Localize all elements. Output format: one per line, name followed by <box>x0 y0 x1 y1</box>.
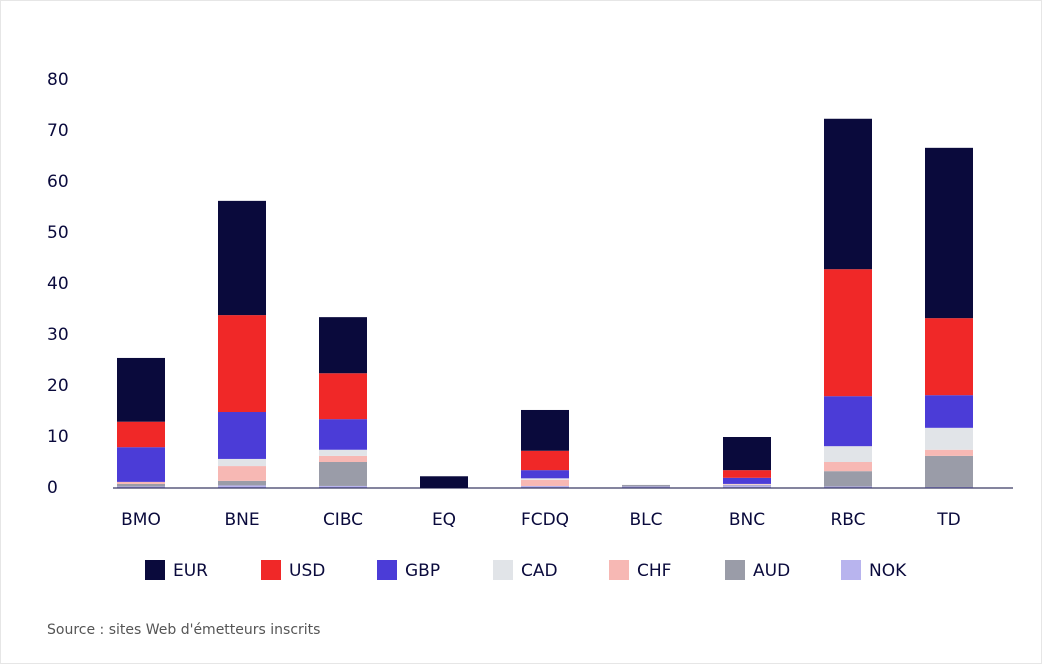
bar-segment <box>319 455 367 462</box>
bar-segment <box>521 470 569 479</box>
bar-segment <box>319 485 367 488</box>
bar-segment <box>117 486 165 488</box>
bar-segment <box>723 485 771 488</box>
bar-segment <box>925 486 973 488</box>
bar-segment <box>925 395 973 428</box>
x-tick-label: EQ <box>432 510 456 530</box>
bar-segment <box>218 485 266 488</box>
bar-segment <box>218 200 266 316</box>
bar-segment <box>723 477 771 484</box>
x-tick-label: BMO <box>121 510 161 530</box>
legend-swatch <box>841 560 861 580</box>
y-tick-label: 50 <box>47 223 69 243</box>
y-tick-label: 40 <box>47 274 69 294</box>
bar-segment <box>218 315 266 413</box>
bar-segment <box>218 458 266 467</box>
bar-segment <box>925 455 973 487</box>
bar-segment <box>824 396 872 447</box>
y-tick-label: 60 <box>47 172 69 192</box>
bar-segment <box>521 485 569 488</box>
bar-segment <box>723 437 771 471</box>
bar-segment <box>117 357 165 422</box>
bar-segment <box>218 466 266 481</box>
legend-label: EUR <box>173 561 208 581</box>
x-tick-label: FCDQ <box>521 510 569 530</box>
bar-segment <box>723 470 771 478</box>
bar-segment <box>319 461 367 486</box>
bar-segment <box>824 471 872 487</box>
bar-segment <box>521 450 569 471</box>
legend-label: CHF <box>637 561 671 581</box>
x-tick-label: TD <box>936 510 960 530</box>
bar-segment <box>521 478 569 480</box>
bar-segment <box>622 486 670 488</box>
bar-segment <box>319 317 367 374</box>
bar-segment <box>723 484 771 485</box>
bar-segment <box>723 484 771 486</box>
x-tick-label: CIBC <box>323 510 363 530</box>
bar-segment <box>925 427 973 450</box>
y-tick-label: 20 <box>47 376 69 396</box>
bar-segment <box>925 147 973 319</box>
bar-segment <box>824 269 872 397</box>
bar-segment <box>319 449 367 456</box>
bar-segment <box>218 412 266 459</box>
x-tick-label: BNE <box>224 510 259 530</box>
bar-segment <box>925 449 973 456</box>
y-tick-label: 10 <box>47 427 69 447</box>
bar-segment <box>622 484 670 487</box>
legend-label: CAD <box>521 561 558 581</box>
x-tick-label: BLC <box>629 510 662 530</box>
x-tick-label: BNC <box>729 510 765 530</box>
bar-segment <box>218 480 266 486</box>
y-tick-label: 70 <box>47 121 69 141</box>
legend-label: USD <box>289 561 325 581</box>
y-tick-label: 80 <box>47 70 69 90</box>
legend-swatch <box>609 560 629 580</box>
y-tick-label: 0 <box>47 478 58 498</box>
bar-segment <box>925 318 973 396</box>
legend-swatch <box>261 560 281 580</box>
legend-swatch <box>145 560 165 580</box>
bar-segment <box>319 419 367 450</box>
bar-segment <box>420 476 468 488</box>
bar-segment <box>521 409 569 451</box>
bar-segment <box>521 479 569 486</box>
legend-label: AUD <box>753 561 790 581</box>
bar-segment <box>117 421 165 448</box>
legend-label: NOK <box>869 561 907 581</box>
legend-swatch <box>725 560 745 580</box>
bar-segment <box>319 373 367 420</box>
legend-label: GBP <box>405 561 440 581</box>
legend-swatch <box>493 560 513 580</box>
bar-segment <box>824 486 872 488</box>
bar-segment <box>723 483 771 485</box>
x-tick-label: RBC <box>830 510 865 530</box>
bar-segment <box>117 483 165 487</box>
legend-swatch <box>377 560 397 580</box>
y-tick-label: 30 <box>47 325 69 345</box>
bar-segment <box>117 447 165 482</box>
bar-segment <box>824 461 872 472</box>
bar-segment <box>824 446 872 462</box>
bar-segment <box>117 481 165 484</box>
bar-segment <box>824 118 872 270</box>
source: Source : sites Web d'émetteurs inscrits <box>47 622 320 638</box>
